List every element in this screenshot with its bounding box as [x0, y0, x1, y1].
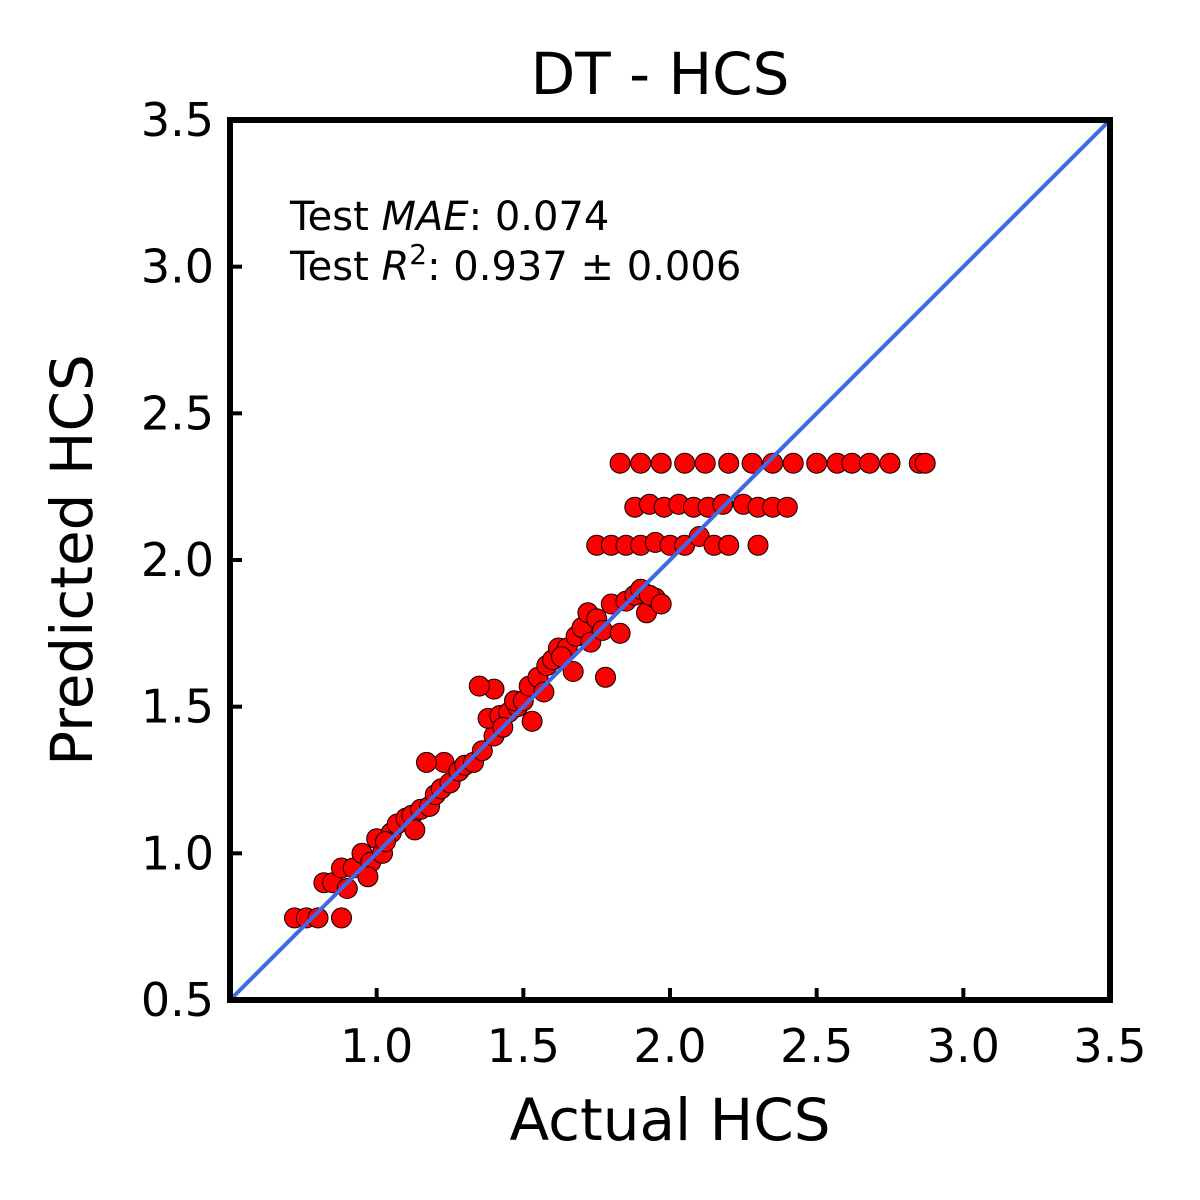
data-point [592, 619, 613, 641]
data-point [841, 452, 863, 474]
data-point [747, 534, 769, 556]
x-tick-label: 3.0 [927, 1019, 1000, 1073]
data-point [416, 751, 437, 773]
data-point [533, 681, 555, 703]
data-point [336, 878, 358, 899]
points-layer [284, 452, 936, 929]
data-point [471, 740, 493, 762]
data-point [741, 452, 763, 474]
x-tick-label: 2.5 [780, 1019, 853, 1073]
data-point [404, 819, 426, 841]
y-tick-label: 2.5 [141, 386, 214, 440]
r2-prefix: Test [289, 244, 381, 290]
mae-value: : 0.074 [469, 194, 610, 240]
mae-prefix: Test [289, 194, 381, 240]
data-point [776, 496, 798, 518]
data-point [331, 907, 352, 929]
r2-symbol: R [381, 244, 409, 290]
data-point [718, 534, 740, 556]
r2-exponent: 2 [409, 238, 427, 271]
x-tick-label: 1.0 [340, 1019, 413, 1073]
y-tick-label: 0.5 [141, 973, 214, 1027]
data-point [650, 593, 672, 615]
mae-annotation: Test MAE: 0.074 [289, 194, 609, 240]
y-tick-label: 3.0 [141, 240, 214, 294]
mae-symbol: MAE [381, 194, 469, 240]
data-point [630, 452, 652, 474]
y-tick-label: 1.5 [141, 680, 214, 734]
data-point [357, 866, 379, 888]
x-tick-label: 2.0 [633, 1019, 706, 1073]
data-point [859, 452, 880, 474]
chart-title: DT - HCS [531, 40, 790, 108]
data-point [595, 666, 616, 688]
data-point [806, 452, 828, 474]
data-point [307, 907, 329, 929]
x-tick-label: 1.5 [487, 1019, 560, 1073]
data-point [694, 452, 716, 474]
identity-reference-line [228, 118, 1112, 1002]
data-point [609, 622, 631, 644]
data-point [712, 493, 734, 515]
data-point [782, 452, 804, 474]
data-point [521, 710, 543, 732]
data-point [879, 452, 901, 474]
y-tick-label: 1.0 [141, 826, 214, 880]
y-tick-label: 2.0 [141, 533, 214, 587]
data-point [674, 452, 696, 474]
data-point [609, 452, 631, 474]
data-point [650, 452, 672, 474]
data-point [914, 452, 936, 474]
y-axis-label: Predicted HCS [38, 354, 106, 766]
data-point [718, 452, 740, 474]
ticks-layer: 1.0 1.5 2.0 2.5 3.0 3.5 0.5 1.0 1.5 2.0 2.5 3.0 3.5 [141, 93, 1147, 1073]
data-point [375, 831, 396, 853]
data-point [468, 675, 490, 697]
x-axis-label: Actual HCS [509, 1086, 830, 1154]
r2-value: : 0.937 ± 0.006 [427, 244, 741, 290]
plot-frame [227, 117, 1113, 1003]
data-point [562, 661, 584, 682]
r2-annotation: Test R2: 0.937 ± 0.006 [289, 238, 741, 290]
y-tick-label: 3.5 [141, 93, 214, 147]
x-tick-label: 3.5 [1073, 1019, 1146, 1073]
